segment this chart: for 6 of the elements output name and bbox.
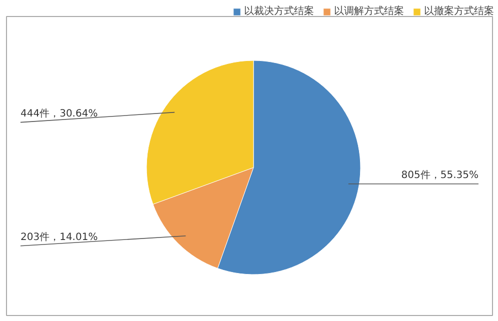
legend-label: 以调解方式结案	[334, 4, 404, 18]
data-label: 805件，55.35%	[401, 170, 478, 181]
legend-label: 以裁决方式结案	[244, 4, 314, 18]
data-label: 444件，30.64%	[20, 108, 98, 120]
legend-label: 以撤案方式结案	[424, 4, 494, 18]
data-label: 203件，14.01%	[20, 232, 98, 243]
